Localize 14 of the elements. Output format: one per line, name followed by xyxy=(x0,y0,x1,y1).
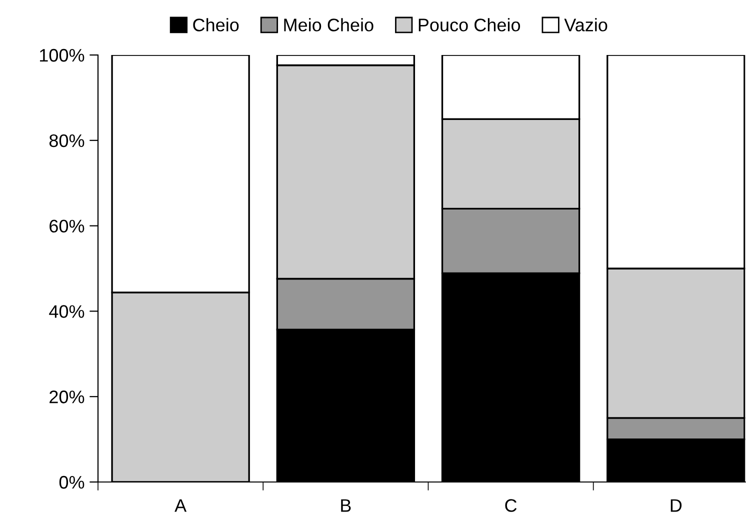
y-tick-label: 20% xyxy=(50,390,84,404)
legend-label: Meio Cheio xyxy=(284,18,374,32)
x-tick-label: D xyxy=(670,499,682,512)
y-tick-label: 60% xyxy=(50,220,84,233)
legend-label: Vazio xyxy=(564,18,608,32)
legend-label: Pouco Cheio xyxy=(418,18,520,32)
legend-label: Cheio xyxy=(193,18,239,32)
y-tick-label: 40% xyxy=(49,305,84,318)
y-tick-label: 0% xyxy=(59,476,84,489)
x-tick-label: A xyxy=(174,499,187,512)
y-tick-label: 80% xyxy=(49,134,84,148)
x-tick-label: C xyxy=(505,499,517,512)
y-tick-label: 100% xyxy=(40,48,84,62)
x-tick-label: B xyxy=(341,499,351,512)
